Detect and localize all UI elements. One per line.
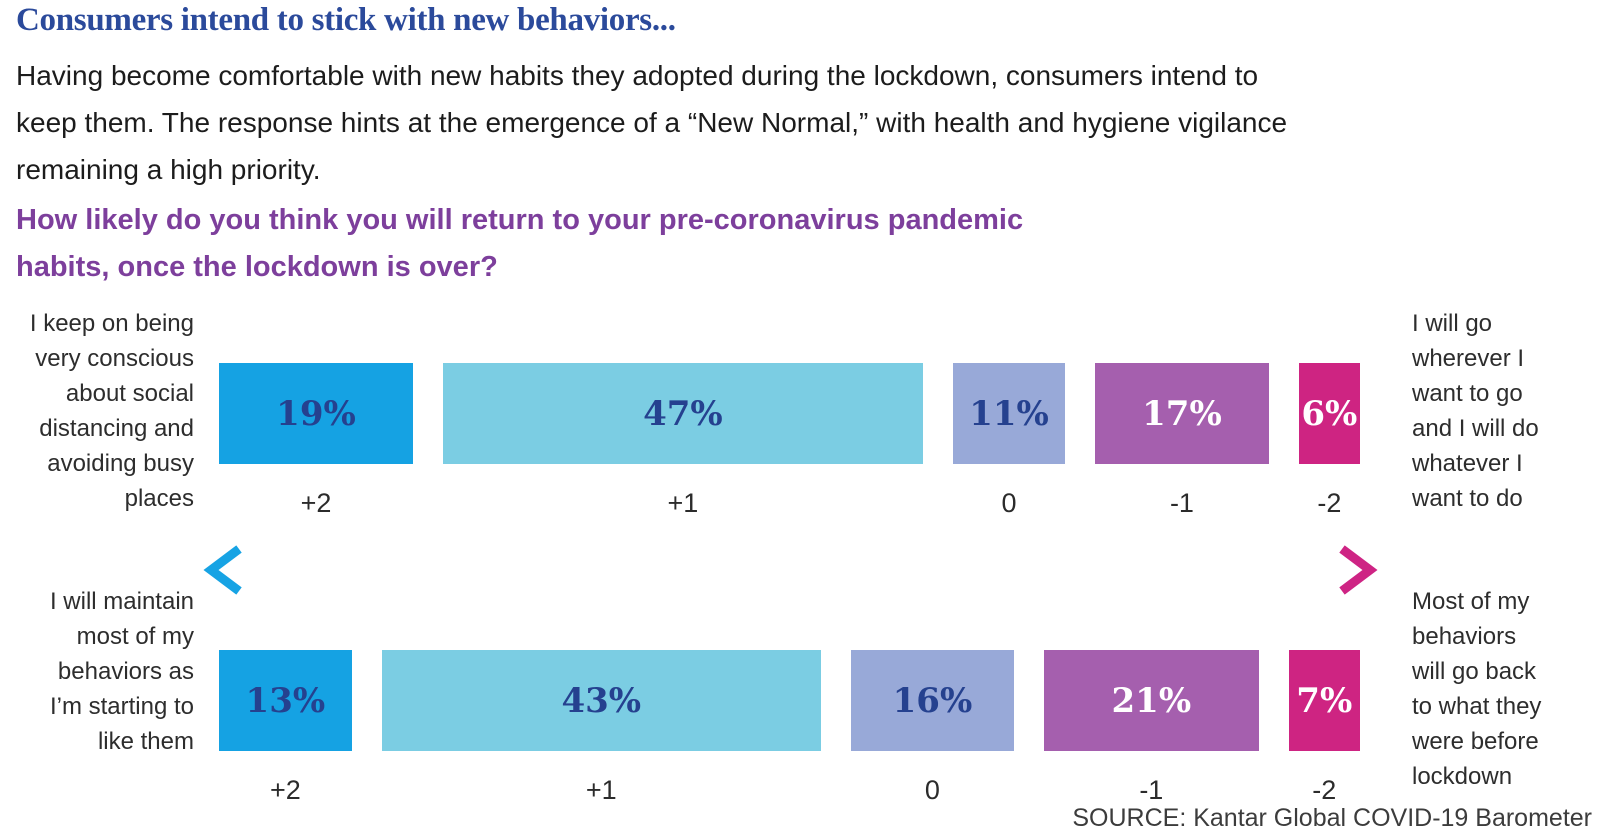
bar-segment: 11% 0 [952, 363, 1066, 519]
segment-value-label: 6% [1301, 393, 1358, 434]
bar-segment-box: 43% [381, 650, 821, 751]
segment-value-label: 43% [561, 680, 642, 721]
segment-value-label: 7% [1296, 680, 1353, 721]
bar-segment-box: 16% [850, 650, 1015, 751]
top-row-left-label: I keep on being very conscious about soc… [29, 310, 194, 512]
axis-tick-label: +1 [667, 488, 699, 518]
axis-tick-label: 0 [924, 775, 940, 805]
bar-segment: 17% -1 [1095, 363, 1269, 519]
page-title: Consumers intend to stick with new behav… [16, 2, 676, 38]
bar-segment: 7% -2 [1288, 650, 1360, 806]
bar-segment-box: 21% [1044, 650, 1259, 751]
bar-segment-box: 19% [219, 363, 413, 464]
bar-segment: 13% +2 [219, 650, 352, 806]
bar-row-top: 19% +2 47% +1 11% 0 17% -1 6% -2 [219, 363, 1360, 519]
bar-segment-box: 13% [219, 650, 352, 751]
double-arrow-icon [203, 545, 1378, 595]
axis-tick-label: 0 [1001, 488, 1017, 518]
segment-value-label: 17% [1142, 393, 1222, 434]
bottom-row-left-label: I will maintain most of my behaviors as … [49, 588, 194, 755]
bottom-row-right-label: Most of my behaviors will go back to wha… [1412, 588, 1542, 790]
bar-segment: 43% +1 [381, 650, 821, 806]
bar-segment: 19% +2 [219, 363, 413, 519]
scale-gradient-arrow [198, 542, 1383, 598]
bar-segment-box: 7% [1288, 650, 1360, 751]
segment-value-label: 11% [969, 393, 1049, 434]
segment-value-label: 21% [1111, 680, 1192, 721]
bar-segment: 6% -2 [1298, 363, 1360, 519]
axis-tick-label: -2 [1312, 775, 1337, 805]
segment-value-label: 16% [892, 680, 973, 721]
axis-tick-label: -1 [1139, 775, 1164, 805]
segment-value-label: 19% [276, 393, 356, 434]
axis-tick-label: +2 [300, 488, 332, 518]
segment-value-label: 47% [643, 393, 723, 434]
bar-segment-box: 17% [1095, 363, 1269, 464]
axis-tick-label: -2 [1317, 488, 1342, 518]
survey-question: How likely do you think you will return … [16, 204, 1024, 283]
axis-tick-label: -1 [1169, 488, 1194, 518]
bar-segment: 21% -1 [1044, 650, 1259, 806]
top-row-right-label: I will go wherever I want to go and I wi… [1412, 310, 1539, 512]
bar-segment: 16% 0 [850, 650, 1015, 806]
segment-value-label: 13% [245, 680, 326, 721]
axis-tick-label: +1 [585, 775, 617, 805]
axis-tick-label: +2 [269, 775, 301, 805]
intro-paragraph: Having become comfortable with new habit… [16, 60, 1288, 185]
bar-segment-box: 47% [442, 363, 923, 464]
bar-segment-box: 11% [952, 363, 1066, 464]
bar-segment-box: 6% [1298, 363, 1360, 464]
bar-row-bottom: 13% +2 43% +1 16% 0 21% -1 7% -2 [219, 650, 1360, 806]
source-credit: SOURCE: Kantar Global COVID-19 Barometer [1072, 804, 1592, 832]
bar-segment: 47% +1 [442, 363, 923, 519]
